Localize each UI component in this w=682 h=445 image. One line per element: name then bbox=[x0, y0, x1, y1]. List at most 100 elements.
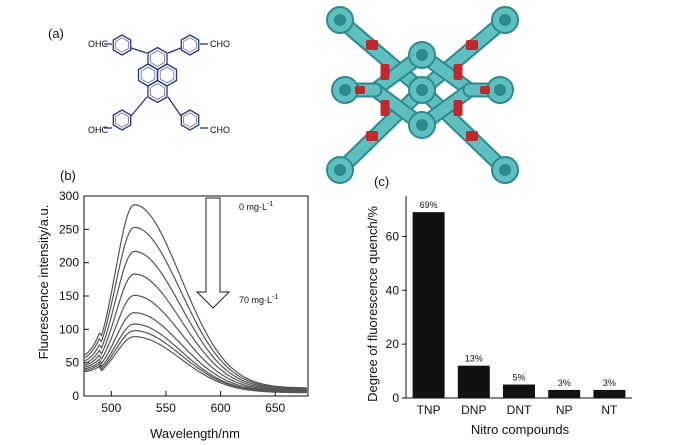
bar-value-label: 5% bbox=[512, 373, 525, 383]
bond-bl bbox=[130, 96, 148, 117]
pyrene-ring-1-inner bbox=[140, 66, 156, 84]
linker-9 bbox=[355, 86, 365, 94]
linker-3 bbox=[380, 100, 390, 116]
spectrum-curve-4 bbox=[83, 273, 307, 391]
spectrum-curve-5 bbox=[83, 294, 307, 392]
node-bottom-left-center bbox=[334, 164, 346, 176]
bar-dnt bbox=[503, 384, 535, 398]
panel-label-b: (b) bbox=[60, 168, 76, 183]
y-tick-label-b: 200 bbox=[59, 256, 79, 270]
y-axis-title-c: Degree of fluorescence quench/% bbox=[365, 206, 380, 402]
linker-6 bbox=[466, 40, 478, 50]
bar-value-label: 69% bbox=[420, 200, 438, 210]
bond-tr bbox=[167, 47, 182, 54]
phenyl-ring-tl bbox=[112, 34, 132, 56]
spoke-br bbox=[416, 84, 511, 176]
phenyl-ring-tr-inner bbox=[183, 37, 197, 53]
bar-value-label: 3% bbox=[603, 378, 616, 388]
x-axis-title-c: Nitro compounds bbox=[471, 422, 570, 437]
bar-tnp bbox=[412, 212, 445, 398]
node-right-center bbox=[494, 84, 506, 96]
arrow-label-end: 70 mg·L-1 bbox=[239, 294, 278, 305]
category-label: DNT bbox=[507, 403, 532, 417]
category-label: DNP bbox=[461, 403, 486, 417]
spectrum-curve-1 bbox=[83, 204, 307, 389]
y-axis-title-b: Fluorescence intensity/a.u. bbox=[36, 205, 51, 360]
spoke-tr bbox=[416, 14, 511, 96]
concentration-arrow bbox=[195, 197, 231, 309]
linker-7 bbox=[366, 131, 378, 141]
category-label: NT bbox=[601, 403, 618, 417]
spoke-bl bbox=[334, 84, 428, 176]
x-tick-label-b: 600 bbox=[211, 401, 231, 415]
pyrene-ring-3-inner bbox=[150, 50, 165, 67]
phenyl-ring-tr bbox=[180, 34, 200, 56]
y-tick-label-b: 250 bbox=[59, 222, 79, 236]
y-tick-label-b: 100 bbox=[59, 322, 79, 336]
arrow-label-end-sup: -1 bbox=[272, 294, 278, 301]
aldehyde-group-bottom-left: OHC bbox=[88, 125, 109, 135]
node-top-left-center bbox=[334, 14, 346, 26]
node-bottom-right-center bbox=[499, 164, 511, 176]
bond-br bbox=[167, 96, 182, 117]
spoke-tl bbox=[334, 14, 428, 96]
fluorescence-spectra-chart: 500 550 600 650 0 50 100 150 200 250 300 bbox=[59, 189, 309, 415]
spectrum-curve-3 bbox=[83, 250, 307, 390]
spectrum-curve-6 bbox=[83, 312, 307, 392]
y-tick-label-b: 50 bbox=[66, 356, 80, 370]
linker-4 bbox=[453, 100, 463, 116]
linker-10 bbox=[480, 86, 490, 94]
y-tick-label-b: 0 bbox=[72, 389, 79, 403]
bar-value-label: 3% bbox=[558, 378, 571, 388]
phenyl-ring-br-inner bbox=[183, 112, 197, 128]
arrow-label-start-text: 0 mg·L bbox=[239, 202, 267, 212]
category-label: TNP bbox=[417, 403, 441, 417]
y-tick-label-c: 20 bbox=[386, 337, 400, 351]
linker-5 bbox=[366, 40, 378, 50]
node-bottom-center bbox=[416, 119, 428, 131]
panel-label-c: (c) bbox=[374, 174, 389, 189]
node-center-center bbox=[416, 84, 428, 96]
y-tick-label-b: 150 bbox=[59, 289, 79, 303]
node-top-right-center bbox=[499, 14, 511, 26]
quench-bar-chart: 0 20 40 60 69% TNP 13% DNP 5% DNT 3% NP 3% NT bbox=[386, 196, 632, 417]
bar-value-label: 13% bbox=[465, 354, 483, 364]
x-tick-label-b: 650 bbox=[265, 401, 285, 415]
y-tick-label-b: 300 bbox=[59, 189, 79, 203]
linker-8 bbox=[466, 131, 478, 141]
node-left-center bbox=[339, 84, 351, 96]
pyrene-ring-3 bbox=[147, 46, 168, 71]
phenyl-ring-tl-inner bbox=[115, 37, 129, 53]
linker-1 bbox=[380, 64, 390, 80]
phenyl-ring-bl bbox=[112, 109, 132, 131]
phenyl-ring-br bbox=[180, 109, 200, 131]
y-tick-label-c: 40 bbox=[386, 283, 400, 297]
aldehyde-group-bottom-right: CHO bbox=[210, 125, 230, 135]
bar-nt bbox=[593, 389, 626, 398]
cof-framework-illustration bbox=[326, 6, 519, 184]
pyrene-ring-4 bbox=[147, 79, 168, 104]
spectrum-curve-2 bbox=[83, 226, 307, 390]
category-label: NP bbox=[556, 403, 573, 417]
spectrum-curve-8 bbox=[83, 330, 307, 393]
tetraphenylpyrene-structure bbox=[104, 34, 208, 131]
pyrene-ring-4-inner bbox=[150, 83, 165, 100]
x-tick-label-b: 500 bbox=[101, 401, 121, 415]
pyrene-ring-2-inner bbox=[159, 66, 175, 84]
y-tick-label-c: 60 bbox=[386, 229, 400, 243]
bar-dnp bbox=[457, 365, 490, 398]
x-axis-title-b: Wavelength/nm bbox=[150, 426, 240, 441]
node-top-center bbox=[416, 49, 428, 61]
arrow-label-start-sup: -1 bbox=[267, 201, 273, 208]
bond-tl bbox=[130, 47, 148, 54]
aldehyde-group-top-right: CHO bbox=[210, 39, 230, 49]
arrow-label-start: 0 mg·L-1 bbox=[239, 201, 273, 212]
x-tick-label-b: 550 bbox=[156, 401, 176, 415]
y-tick-label-c: 0 bbox=[392, 391, 399, 405]
arrow-label-end-text: 70 mg·L bbox=[239, 295, 272, 305]
linker-2 bbox=[453, 64, 463, 80]
panel-label-a: (a) bbox=[48, 26, 64, 41]
aldehyde-group-top-left: OHC bbox=[88, 39, 109, 49]
phenyl-ring-bl-inner bbox=[115, 112, 129, 128]
